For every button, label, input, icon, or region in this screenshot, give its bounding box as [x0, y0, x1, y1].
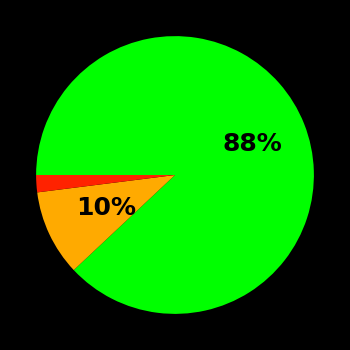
Wedge shape [36, 36, 314, 314]
Wedge shape [36, 175, 175, 192]
Text: 10%: 10% [76, 196, 136, 219]
Wedge shape [37, 175, 175, 270]
Text: 88%: 88% [223, 132, 282, 156]
